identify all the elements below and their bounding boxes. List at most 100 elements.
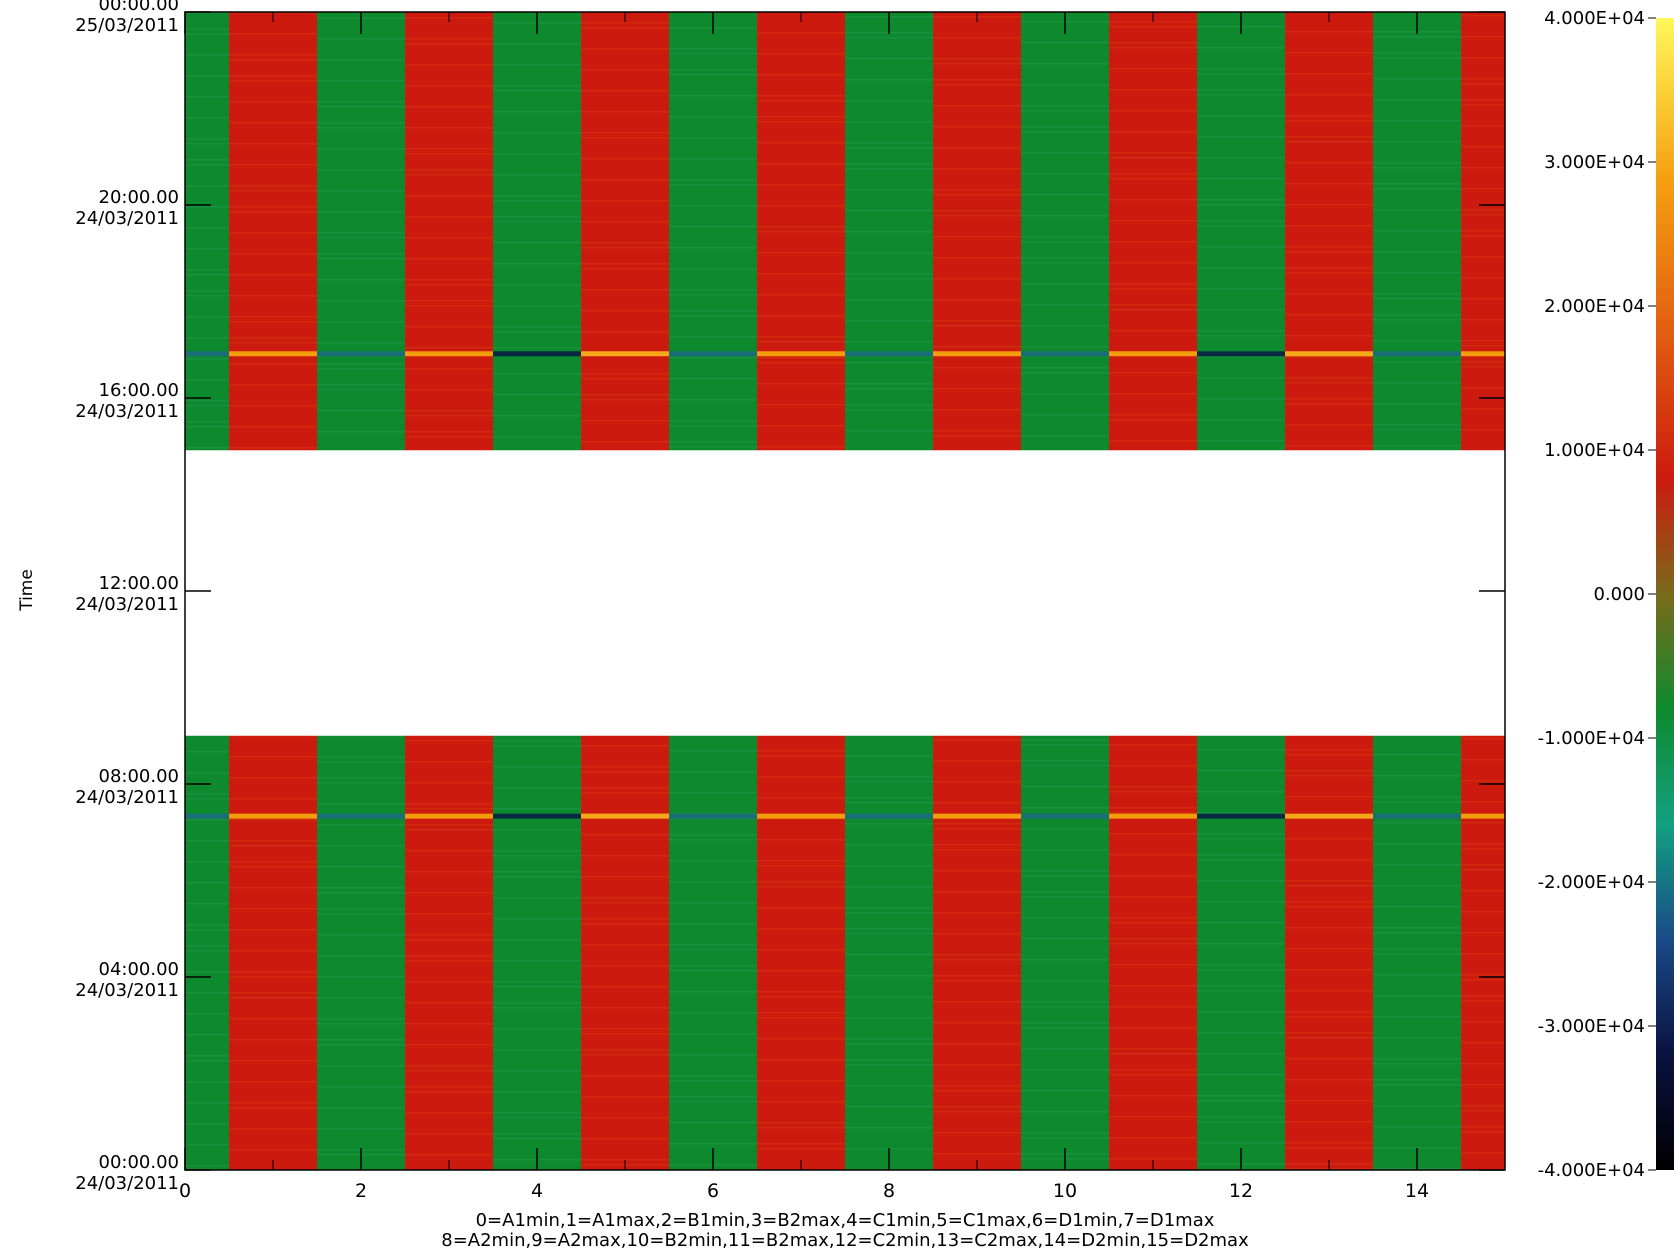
heatmap-streak xyxy=(1373,188,1461,190)
heatmap-streak xyxy=(669,179,757,181)
heatmap-streak xyxy=(317,1023,405,1025)
y-tick-time: 08:00.00 xyxy=(99,766,180,787)
heatmap-streak xyxy=(185,379,229,381)
heatmap-streak xyxy=(581,378,669,380)
y-tick-date: 24/03/2011 xyxy=(75,208,179,229)
heatmap-streak xyxy=(1373,974,1461,976)
heatmap-streak xyxy=(669,399,757,401)
heatmap-streak xyxy=(1373,298,1461,300)
heatmap-streak xyxy=(581,394,669,396)
heatmap-streak xyxy=(1021,1022,1109,1024)
heatmap-streak xyxy=(1109,1053,1197,1055)
heatmap-streak xyxy=(229,143,317,145)
heatmap-streak xyxy=(1285,901,1373,903)
heatmap-streak xyxy=(185,75,229,77)
heatmap-streak xyxy=(1373,382,1461,384)
heatmap-streak xyxy=(845,865,933,867)
heatmap-streak xyxy=(1197,115,1285,117)
heatmap-streak xyxy=(1197,1116,1285,1118)
heatmap-streak xyxy=(669,48,757,50)
heatmap-streak xyxy=(669,268,757,270)
heatmap-spike xyxy=(669,813,757,819)
heatmap-streak xyxy=(757,1080,845,1082)
heatmap-streak xyxy=(757,776,845,778)
heatmap-streak xyxy=(757,32,845,34)
heatmap-streak xyxy=(493,153,581,155)
heatmap-streak xyxy=(669,792,757,794)
heatmap-streak xyxy=(405,892,493,894)
heatmap-streak xyxy=(669,53,757,55)
heatmap-streak xyxy=(1021,739,1109,741)
heatmap-streak xyxy=(1285,382,1373,384)
heatmap-streak xyxy=(1373,953,1461,955)
heatmap-streak xyxy=(581,986,669,988)
heatmap-streak xyxy=(1373,885,1461,887)
heatmap-streak xyxy=(757,818,845,820)
heatmap-streak xyxy=(581,48,669,50)
heatmap-streak xyxy=(405,939,493,941)
heatmap-streak xyxy=(1109,1006,1197,1008)
heatmap-spike xyxy=(1461,813,1505,819)
heatmap-streak xyxy=(669,441,757,443)
heatmap-streak xyxy=(229,185,317,187)
heatmap-streak xyxy=(1197,770,1285,772)
heatmap-streak xyxy=(493,740,581,742)
heatmap-streak xyxy=(1285,969,1373,971)
heatmap-streak xyxy=(669,446,757,448)
heatmap-streak xyxy=(1461,911,1505,913)
heatmap-streak xyxy=(317,1086,405,1088)
heatmap-streak xyxy=(757,755,845,757)
heatmap-streak xyxy=(757,116,845,118)
heatmap-streak xyxy=(317,232,405,234)
heatmap-streak xyxy=(1285,754,1373,756)
heatmap-streak xyxy=(1461,780,1505,782)
heatmap-streak xyxy=(757,294,845,296)
heatmap-streak xyxy=(1197,288,1285,290)
heatmap-spike xyxy=(185,351,229,357)
heatmap-streak xyxy=(493,43,581,45)
heatmap-streak xyxy=(493,745,581,747)
heatmap-streak xyxy=(845,142,933,144)
heatmap-streak xyxy=(1461,230,1505,232)
heatmap-streak xyxy=(493,111,581,113)
heatmap-streak xyxy=(1461,83,1505,85)
heatmap-streak xyxy=(317,934,405,936)
heatmap-streak xyxy=(1461,366,1505,368)
heatmap-streak xyxy=(1373,843,1461,845)
heatmap-streak xyxy=(1461,843,1505,845)
heatmap-streak xyxy=(1285,749,1373,751)
heatmap-streak xyxy=(1197,199,1285,201)
heatmap-streak xyxy=(1285,859,1373,861)
heatmap-streak xyxy=(757,273,845,275)
heatmap-streak xyxy=(1109,786,1197,788)
heatmap-streak xyxy=(1373,1063,1461,1065)
heatmap-streak xyxy=(1109,833,1197,835)
heatmap-streak xyxy=(845,299,933,301)
heatmap-streak xyxy=(405,1044,493,1046)
heatmap-streak xyxy=(493,939,581,941)
heatmap-streak xyxy=(1461,1021,1505,1023)
heatmap-streak xyxy=(581,1028,669,1030)
heatmap-streak xyxy=(405,148,493,150)
heatmap-streak xyxy=(669,949,757,951)
heatmap-streak xyxy=(845,383,933,385)
heatmap-streak xyxy=(1285,293,1373,295)
heatmap-streak xyxy=(1285,267,1373,269)
heatmap-streak xyxy=(317,253,405,255)
heatmap-streak xyxy=(1197,1074,1285,1076)
heatmap-streak xyxy=(405,1133,493,1135)
heatmap-streak xyxy=(581,1138,669,1140)
heatmap-streak xyxy=(581,876,669,878)
heatmap-streak xyxy=(229,840,317,842)
y-tick-date: 25/03/2011 xyxy=(75,15,179,36)
heatmap-streak xyxy=(1197,812,1285,814)
heatmap-streak xyxy=(405,782,493,784)
heatmap-streak xyxy=(1373,293,1461,295)
heatmap-streak xyxy=(1373,995,1461,997)
colorbar-tick-label: 3.000E+04 xyxy=(1544,152,1645,173)
heatmap-spike xyxy=(493,351,581,357)
heatmap-streak xyxy=(669,834,757,836)
heatmap-streak xyxy=(1109,440,1197,442)
heatmap-streak xyxy=(669,970,757,972)
heatmap-streak xyxy=(185,992,229,994)
